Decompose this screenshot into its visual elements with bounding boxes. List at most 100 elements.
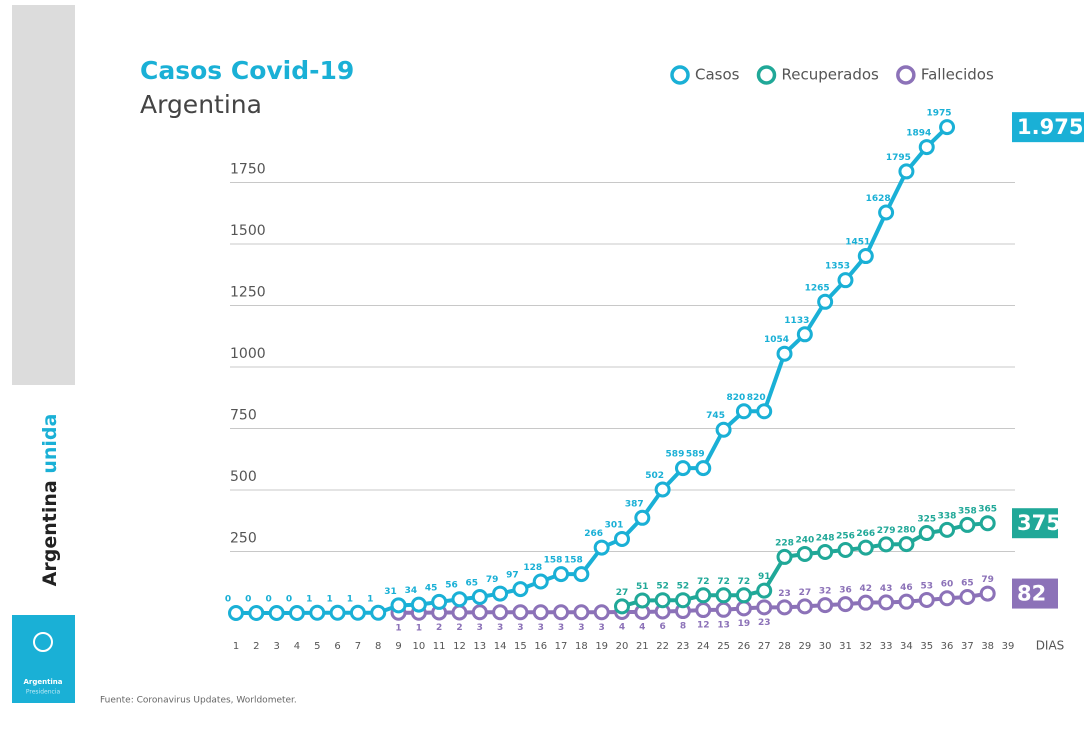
- data-point: [878, 594, 895, 611]
- x-tick-label: 21: [636, 641, 649, 652]
- data-label: 2: [436, 623, 442, 633]
- data-point: [410, 596, 427, 613]
- data-label: 0: [286, 595, 292, 605]
- x-tick-label: 13: [473, 641, 486, 652]
- end-label: 375: [1017, 511, 1061, 535]
- data-point: [979, 515, 996, 532]
- data-point: [593, 539, 610, 556]
- data-point: [614, 530, 630, 547]
- data-point: [796, 326, 813, 343]
- data-label: 51: [636, 582, 649, 592]
- data-point: [837, 272, 854, 289]
- legend-label: Fallecidos: [921, 66, 994, 84]
- legend-marker: [756, 65, 777, 85]
- x-tick-label: 35: [920, 641, 933, 652]
- x-tick-label: 24: [697, 641, 710, 652]
- data-point: [857, 248, 874, 265]
- x-tick-label: 33: [880, 641, 893, 652]
- x-tick-label: 29: [798, 641, 811, 652]
- x-tick-label: 37: [961, 641, 974, 652]
- x-tick-label: 17: [555, 641, 568, 652]
- data-point: [674, 592, 691, 609]
- side-word: unida: [39, 414, 61, 474]
- side-word: Argentina: [39, 480, 61, 586]
- data-label: 42: [860, 584, 873, 594]
- data-label: 23: [758, 618, 771, 628]
- data-point: [512, 581, 529, 598]
- x-tick-label: 6: [334, 641, 340, 652]
- data-point: [918, 139, 935, 156]
- data-point: [492, 585, 509, 602]
- data-point: [573, 604, 590, 621]
- data-point: [451, 591, 468, 608]
- data-label: 1: [326, 594, 332, 604]
- x-tick-label: 30: [819, 641, 832, 652]
- data-point: [776, 548, 793, 565]
- data-point: [756, 582, 773, 599]
- data-label: 1: [306, 594, 312, 604]
- x-tick-label: 25: [717, 641, 730, 652]
- data-point: [593, 604, 610, 621]
- x-tick-label: 4: [294, 641, 300, 652]
- data-point: [918, 525, 935, 542]
- data-point: [268, 605, 285, 621]
- x-tick-label: 2: [253, 641, 259, 652]
- x-tick-label: 15: [514, 641, 527, 652]
- data-label: 1: [416, 623, 422, 633]
- data-point: [370, 604, 387, 621]
- logo-box: [12, 615, 75, 703]
- data-label: 158: [544, 556, 563, 566]
- data-point: [959, 589, 976, 606]
- data-point: [715, 601, 732, 618]
- data-label: 0: [265, 595, 271, 605]
- x-tick-label: 22: [656, 641, 669, 652]
- data-point: [451, 604, 468, 621]
- data-label: 23: [778, 589, 791, 599]
- data-label: 1265: [805, 283, 830, 293]
- data-point: [898, 163, 915, 180]
- data-label: 8: [680, 622, 686, 632]
- x-tick-label: 27: [758, 641, 771, 652]
- data-label: 56: [445, 581, 458, 591]
- data-point: [532, 573, 549, 590]
- data-label: 65: [466, 579, 479, 589]
- data-label: 6: [659, 622, 665, 632]
- data-point: [573, 566, 590, 583]
- legend-label: Casos: [695, 66, 740, 84]
- side-panel: [12, 5, 75, 385]
- data-point: [309, 604, 326, 621]
- x-tick-label: 32: [859, 641, 872, 652]
- x-tick-label: 14: [494, 641, 507, 652]
- data-point: [228, 605, 244, 621]
- data-point: [959, 516, 976, 533]
- data-label: 4: [619, 623, 625, 633]
- data-label: 1: [367, 594, 373, 604]
- data-label: 3: [497, 623, 503, 633]
- y-tick-label: 750: [230, 408, 257, 424]
- source: Fuente: Coronavirus Updates, Worldometer…: [100, 696, 297, 706]
- data-label: 502: [645, 471, 664, 481]
- data-point: [756, 403, 773, 420]
- data-label: 3: [517, 623, 523, 633]
- data-label: 27: [616, 588, 629, 598]
- data-point: [634, 592, 651, 609]
- x-tick-label: 5: [314, 641, 320, 652]
- data-label: 3: [538, 623, 544, 633]
- data-point: [329, 604, 346, 621]
- data-point: [735, 403, 752, 420]
- data-point: [837, 596, 854, 613]
- x-tick-label: 36: [941, 641, 954, 652]
- end-label-box: [1012, 578, 1058, 609]
- data-point: [817, 293, 834, 310]
- data-label: 52: [677, 582, 690, 592]
- data-label: 72: [717, 577, 730, 587]
- data-point: [492, 604, 509, 621]
- data-label: 128: [523, 563, 542, 573]
- data-point: [898, 593, 915, 610]
- data-label: 65: [961, 579, 974, 589]
- y-tick-label: 1000: [230, 346, 266, 362]
- data-point: [979, 585, 996, 602]
- data-point: [735, 587, 752, 604]
- data-label: 43: [880, 584, 893, 594]
